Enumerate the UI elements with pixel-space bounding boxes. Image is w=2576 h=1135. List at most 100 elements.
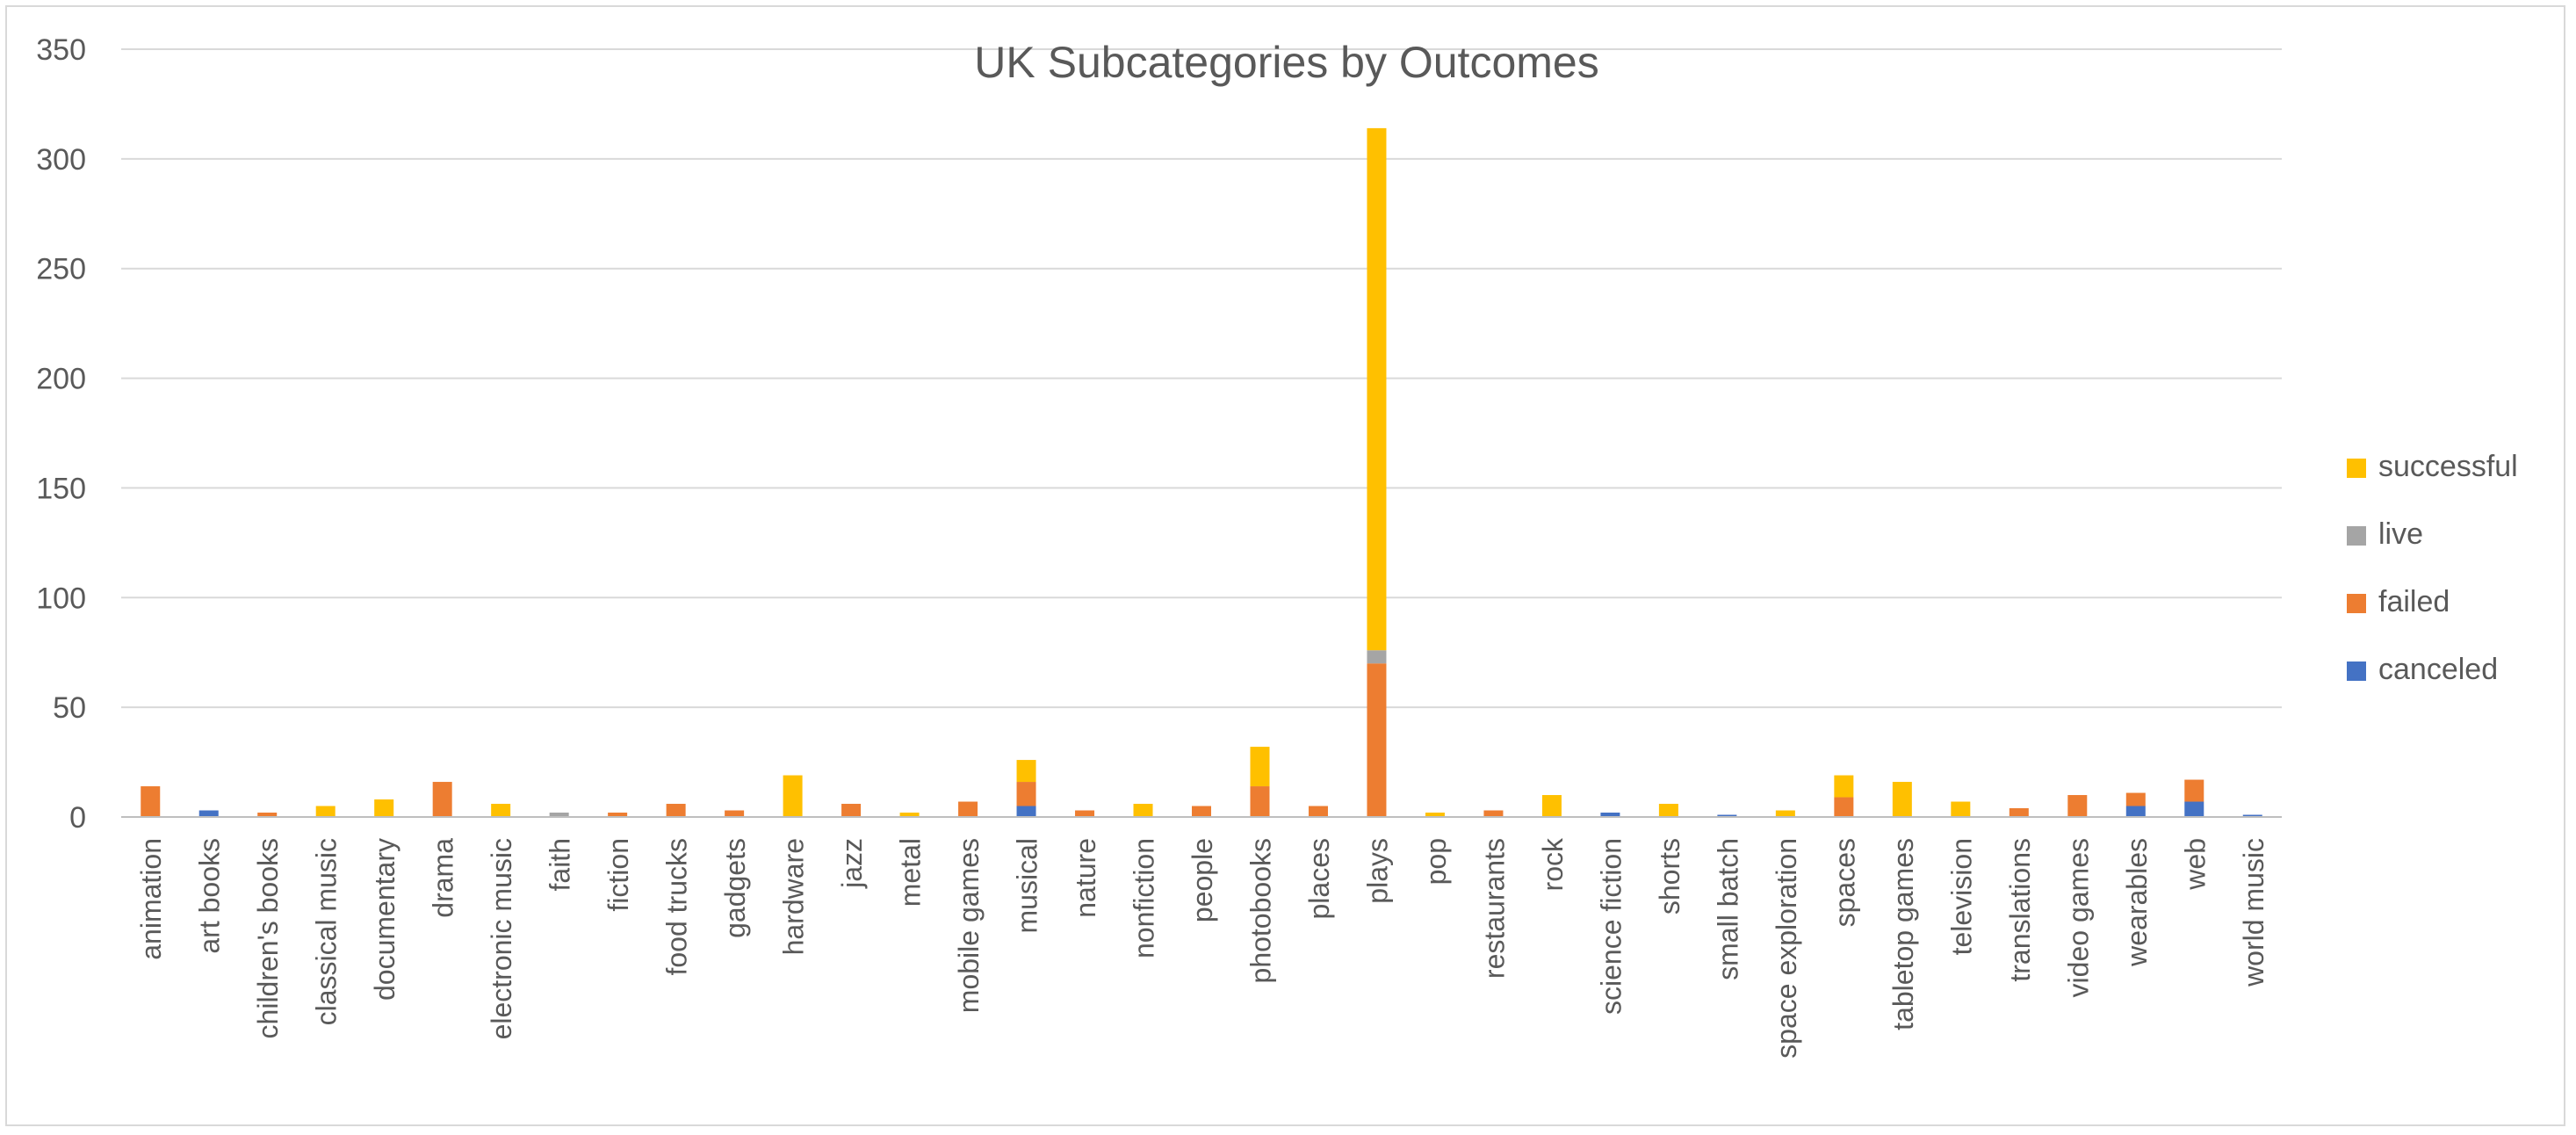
bar-canceled (1600, 813, 1620, 817)
y-tick-label: 200 (36, 363, 86, 396)
y-tick-label: 150 (36, 472, 86, 505)
stacked-bar-chart: 0 50 100 150 200 250 300 350 animation art books… (36, 33, 2518, 1059)
bar-live (1367, 650, 1387, 664)
x-tick-label: plays (1361, 838, 1393, 904)
bar-canceled (198, 810, 219, 817)
x-tick-label: shorts (1654, 838, 1685, 915)
bar-failed (958, 801, 978, 817)
bar-successful (1541, 795, 1562, 817)
bar-successful (1658, 804, 1678, 817)
bar-successful (374, 799, 394, 817)
x-tick-label: classical music (311, 838, 343, 1025)
bar-successful (1951, 801, 1971, 817)
bar-canceled (1016, 806, 1036, 817)
x-tick-label: faith (545, 838, 576, 891)
x-tick-label: photobooks (1245, 838, 1276, 983)
bar-successful (491, 804, 511, 817)
legend-label-successful: successful (2378, 450, 2518, 483)
bar-successful (1367, 127, 1387, 651)
x-tick-label: places (1303, 838, 1335, 920)
x-tick-label: mobile games (953, 838, 985, 1013)
x-tick-label: science fiction (1595, 838, 1627, 1015)
x-tick-label: animation (135, 838, 167, 960)
chart-title: UK Subcategories by Outcomes (974, 38, 1598, 87)
x-tick-label: nature (1070, 838, 1101, 918)
bar-failed (666, 804, 686, 817)
x-tick-label: musical (1012, 838, 1043, 933)
x-tick-label: small batch (1712, 838, 1743, 980)
bar-successful (783, 775, 803, 817)
x-tick-label: documentary (369, 838, 400, 1001)
y-tick-label: 350 (36, 33, 86, 67)
y-axis-tick-labels: 0 50 100 150 200 250 300 350 (36, 33, 86, 835)
bar-successful (315, 806, 336, 817)
x-tick-label: hardware (778, 838, 810, 955)
x-tick-label: metal (895, 838, 927, 907)
bar-failed (1075, 810, 1095, 817)
legend-swatch-failed (2347, 594, 2366, 613)
bar-failed (1367, 663, 1387, 817)
bar-failed (1250, 786, 1270, 817)
x-tick-label: fiction (603, 838, 634, 912)
x-tick-label: wearables (2121, 838, 2153, 967)
legend-swatch-live (2347, 526, 2366, 546)
bar-failed (2009, 808, 2029, 817)
bar-failed (1192, 806, 1211, 817)
x-tick-label: spaces (1829, 838, 1860, 927)
bar-canceled (1717, 814, 1737, 817)
chart-frame: 0 50 100 150 200 250 300 350 animation art books… (5, 5, 2565, 1126)
x-tick-label: children's books (252, 838, 284, 1038)
x-tick-label: video games (2062, 838, 2094, 997)
y-tick-label: 300 (36, 143, 86, 177)
x-axis-tick-labels: animation art books children's books classi… (135, 837, 2269, 1059)
bar-failed (432, 782, 452, 817)
bar-canceled (2125, 806, 2146, 817)
x-tick-label: television (1945, 838, 1977, 955)
bar-successful (1834, 775, 1854, 798)
x-tick-label: pop (1420, 838, 1452, 885)
x-tick-label: people (1187, 838, 1218, 922)
x-tick-label: art books (194, 838, 226, 954)
legend-swatch-canceled (2347, 661, 2366, 681)
x-tick-label: restaurants (1478, 838, 1510, 979)
bar-failed (2184, 779, 2204, 802)
bar-failed (2125, 792, 2146, 806)
bar-failed (1834, 797, 1854, 817)
x-tick-label: gadgets (719, 838, 751, 938)
bar-successful (1133, 804, 1153, 817)
legend-label-canceled: canceled (2378, 653, 2498, 686)
x-tick-label: tabletop games (1887, 838, 1919, 1030)
bar-failed (2067, 795, 2088, 817)
bar-canceled (2184, 801, 2204, 817)
x-tick-label: translations (2004, 838, 2036, 982)
y-tick-label: 50 (53, 691, 86, 725)
bar-successful (1425, 813, 1445, 817)
bar-failed (1483, 810, 1504, 817)
y-tick-label: 100 (36, 582, 86, 615)
bar-successful (899, 813, 920, 817)
bars (141, 127, 2262, 817)
bar-failed (608, 813, 628, 817)
legend-label-live: live (2378, 517, 2423, 551)
y-tick-label: 0 (69, 801, 86, 835)
bar-successful (1775, 810, 1795, 817)
x-tick-label: jazz (836, 838, 868, 889)
bar-live (549, 813, 569, 817)
x-tick-label: nonfiction (1129, 838, 1160, 958)
gridlines (121, 48, 2282, 709)
x-tick-label: drama (428, 838, 459, 918)
bar-canceled (2242, 814, 2262, 817)
x-tick-label: space exploration (1771, 838, 1802, 1059)
bar-successful (1892, 782, 1912, 817)
y-tick-label: 250 (36, 253, 86, 286)
x-tick-label: world music (2238, 838, 2269, 987)
legend: successful live failed canceled (2347, 450, 2518, 686)
x-tick-label: food trucks (661, 838, 693, 976)
bar-failed (841, 804, 862, 817)
x-tick-label: rock (1537, 837, 1569, 891)
bar-failed (1016, 782, 1036, 806)
x-tick-label: web (2179, 838, 2211, 891)
x-tick-label: electronic music (486, 838, 517, 1039)
legend-swatch-successful (2347, 459, 2366, 478)
bar-failed (141, 786, 161, 817)
